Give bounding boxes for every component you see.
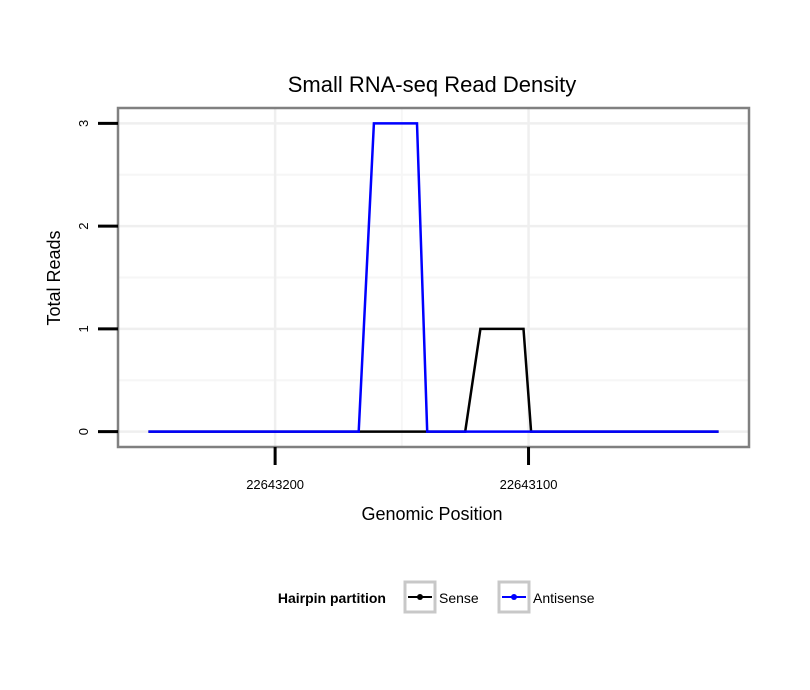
y-axis-label: Total Reads xyxy=(44,230,64,325)
legend: Hairpin partition Sense Antisense xyxy=(278,580,595,614)
legend-label-antisense: Antisense xyxy=(533,590,595,606)
legend-title: Hairpin partition xyxy=(278,590,386,606)
y-tick-label: 0 xyxy=(76,428,91,435)
legend-key-marker xyxy=(417,594,423,600)
x-tick-label: 22643100 xyxy=(500,477,558,492)
plot-border xyxy=(116,106,751,449)
legend-label-sense: Sense xyxy=(439,590,479,606)
chart-title: Small RNA-seq Read Density xyxy=(288,72,577,97)
plot-area: 0 1 2 3 22643200 22643100 xyxy=(76,106,751,492)
legend-key-marker xyxy=(511,594,517,600)
y-tick-label: 3 xyxy=(76,120,91,127)
y-tick-label: 2 xyxy=(76,223,91,230)
y-tick-label: 1 xyxy=(76,325,91,332)
x-axis-label: Genomic Position xyxy=(361,504,502,524)
x-tick-label: 22643200 xyxy=(246,477,304,492)
series-line-antisense xyxy=(148,122,719,433)
